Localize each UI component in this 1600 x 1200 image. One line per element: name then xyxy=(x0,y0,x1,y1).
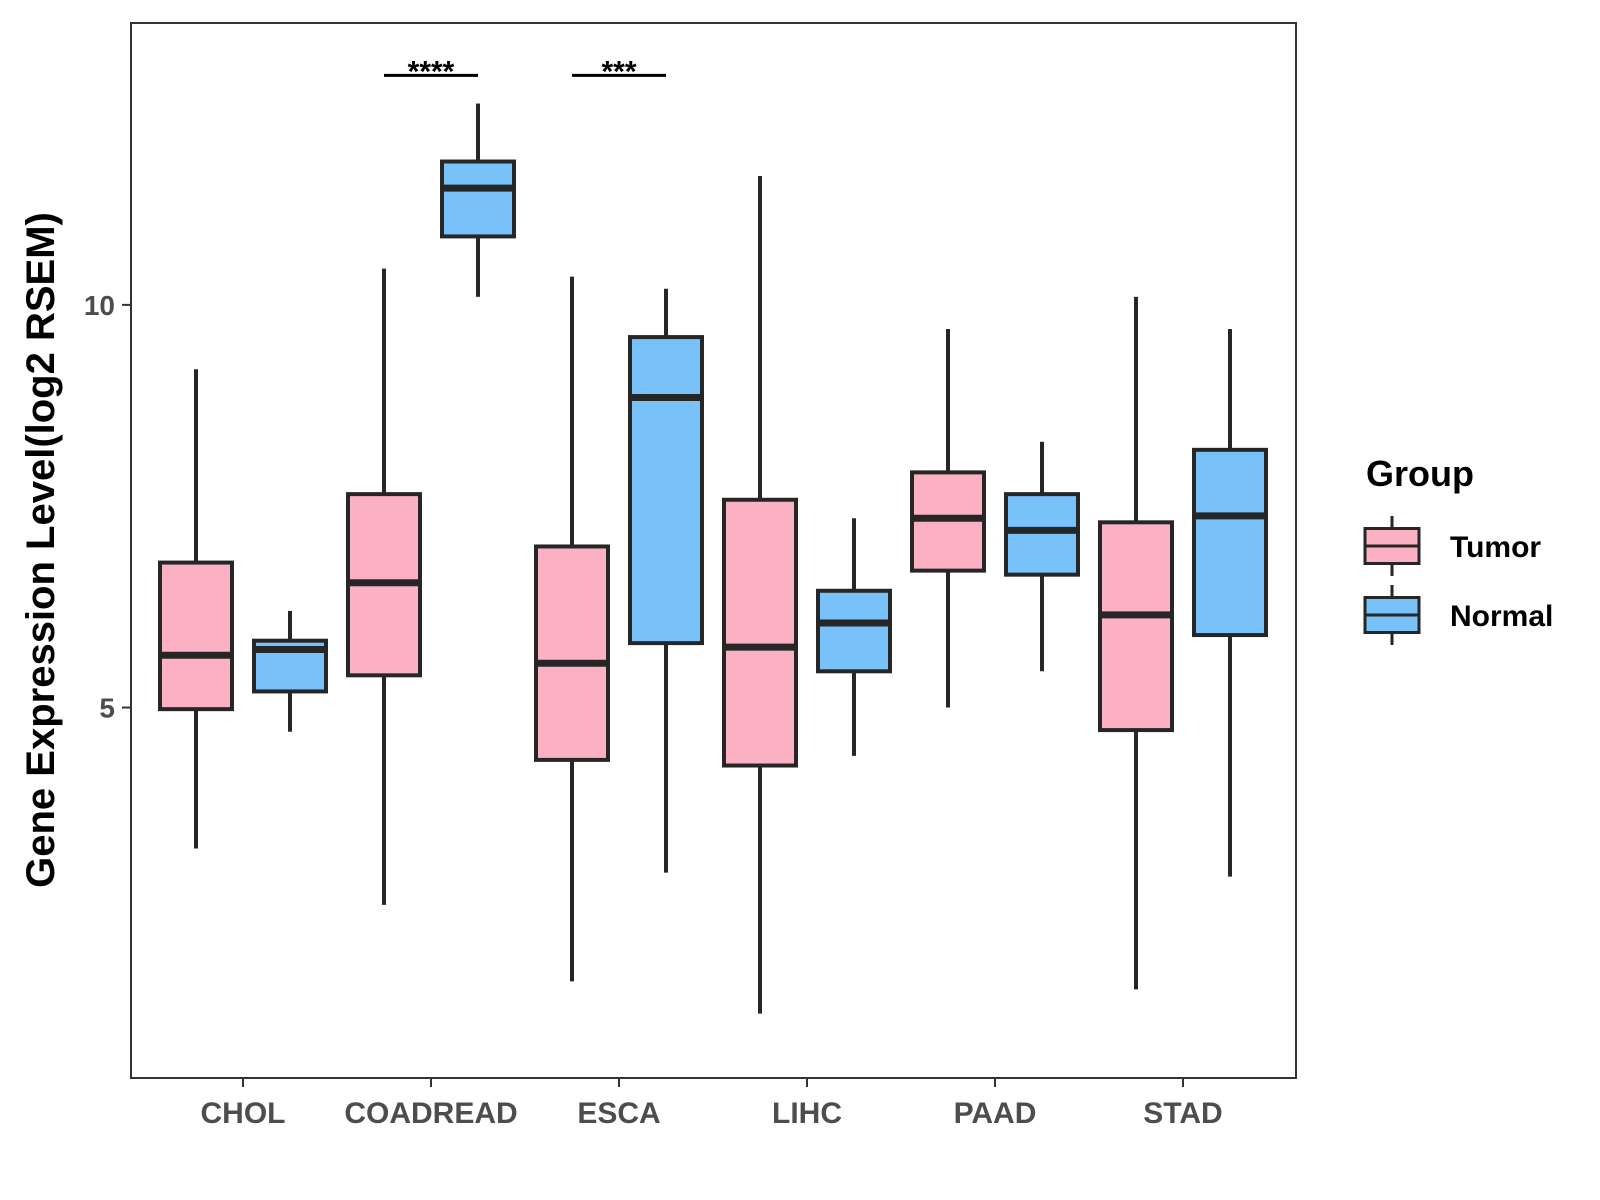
x-tick-label: LIHC xyxy=(772,1097,842,1130)
significance-label: **** xyxy=(408,55,455,88)
normal-box-lihc xyxy=(816,518,892,756)
legend-label-normal: Normal xyxy=(1450,600,1553,633)
significance-label: *** xyxy=(601,55,636,88)
box-layer xyxy=(158,103,1268,1014)
y-tick-label: 5 xyxy=(99,693,115,724)
normal-box-chol xyxy=(252,610,328,732)
iqr-box xyxy=(158,560,234,712)
significance-layer: **** *** xyxy=(384,55,666,88)
iqr-box xyxy=(1004,492,1080,577)
legend-item-tumor: Tumor xyxy=(1363,516,1541,576)
x-axis: CHOL COADREAD ESCA LIHC PAAD STAD xyxy=(201,1078,1223,1130)
iqr-box xyxy=(440,159,516,239)
iqr-box xyxy=(628,335,704,646)
legend: Group Tumor Normal xyxy=(1363,453,1553,645)
tumor-box-chol xyxy=(158,369,234,849)
iqr-box xyxy=(816,588,892,674)
iqr-box xyxy=(722,497,798,768)
x-tick-label: PAAD xyxy=(954,1097,1037,1130)
y-tick-label: 10 xyxy=(84,290,115,321)
y-axis-title: Gene Expression Level(log2 RSEM) xyxy=(19,212,63,888)
x-tick-label: ESCA xyxy=(577,1097,660,1130)
x-tick-label: COADREAD xyxy=(344,1097,517,1130)
tumor-box-lihc xyxy=(722,176,798,1014)
iqr-box xyxy=(1192,447,1268,638)
normal-box-paad xyxy=(1004,441,1080,672)
legend-title: Group xyxy=(1366,453,1474,494)
tumor-box-paad xyxy=(910,329,986,708)
normal-box-coadread xyxy=(440,103,516,297)
normal-box-esca xyxy=(628,288,704,873)
x-tick-label: STAD xyxy=(1143,1097,1222,1130)
legend-label-tumor: Tumor xyxy=(1450,531,1541,564)
tumor-box-coadread xyxy=(346,268,422,905)
iqr-box xyxy=(534,544,610,762)
iqr-box xyxy=(1098,520,1174,733)
y-axis: 5 10 xyxy=(84,290,131,724)
tumor-box-esca xyxy=(534,276,610,982)
legend-item-normal: Normal xyxy=(1363,585,1553,645)
normal-box-stad xyxy=(1192,329,1268,877)
x-tick-label: CHOL xyxy=(201,1097,286,1130)
tumor-box-stad xyxy=(1098,296,1174,990)
